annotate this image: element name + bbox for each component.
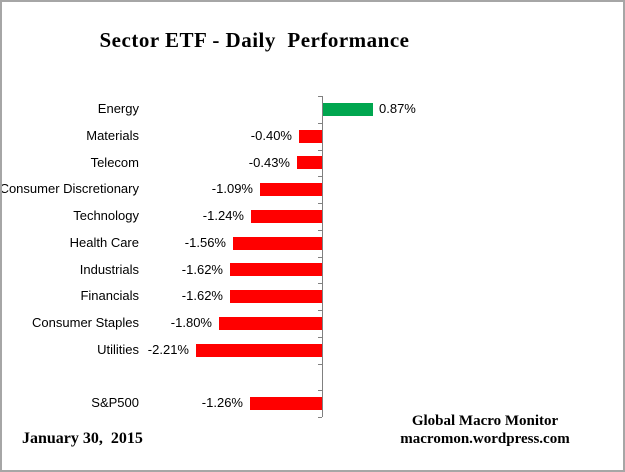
- axis-tick: [318, 230, 322, 231]
- category-label: Utilities: [97, 341, 139, 357]
- date-label: January 30, 2015: [22, 430, 143, 447]
- axis-tick: [318, 96, 322, 97]
- axis-tick: [318, 364, 322, 365]
- category-label: Telecom: [90, 154, 139, 170]
- value-label: -1.80%: [170, 315, 212, 330]
- bar: [323, 103, 373, 116]
- axis-tick: [318, 417, 322, 418]
- bar: [219, 317, 322, 330]
- category-label: Technology: [73, 208, 139, 223]
- category-label: Energy: [97, 101, 139, 116]
- axis-tick: [318, 150, 322, 151]
- bar: [250, 397, 322, 410]
- y-axis-line: [322, 96, 323, 417]
- bar: [230, 263, 322, 276]
- axis-tick: [318, 203, 322, 204]
- value-label: -1.24%: [202, 208, 244, 223]
- credit-line-2: macromon.wordpress.com: [400, 431, 570, 447]
- bar: [233, 237, 322, 250]
- bar: [230, 290, 322, 303]
- value-label: -2.21%: [147, 341, 189, 357]
- category-label: Materials: [86, 127, 139, 143]
- category-label: Health Care: [69, 234, 139, 250]
- category-label: Industrials: [79, 261, 139, 277]
- value-label: -1.62%: [181, 261, 223, 277]
- axis-tick: [318, 123, 322, 124]
- category-label: Consumer Discretionary: [0, 181, 139, 197]
- bar: [251, 210, 322, 223]
- credit-block: Global Macro Monitor macromon.wordpress.…: [390, 412, 580, 448]
- value-label: -0.40%: [250, 127, 292, 143]
- category-label: Financials: [80, 288, 139, 304]
- axis-tick: [318, 257, 322, 258]
- bar: [196, 344, 322, 357]
- bar: [297, 156, 322, 169]
- value-label: -1.56%: [184, 234, 226, 250]
- bar: [299, 130, 322, 143]
- axis-tick: [318, 337, 322, 338]
- credit-line-1: Global Macro Monitor: [411, 413, 559, 429]
- value-label: -1.09%: [211, 181, 253, 197]
- value-label: -1.62%: [181, 288, 223, 304]
- axis-tick: [318, 390, 322, 391]
- axis-tick: [318, 310, 322, 311]
- category-label: S&P500: [91, 395, 139, 411]
- value-label: -1.26%: [201, 395, 243, 411]
- category-label: Consumer Staples: [32, 315, 139, 330]
- chart-title: Sector ETF - Daily Performance: [99, 28, 410, 52]
- axis-tick: [318, 176, 322, 177]
- value-label: 0.87%: [379, 101, 416, 116]
- bar: [260, 183, 322, 196]
- value-label: -0.43%: [248, 154, 290, 170]
- axis-tick: [318, 283, 322, 284]
